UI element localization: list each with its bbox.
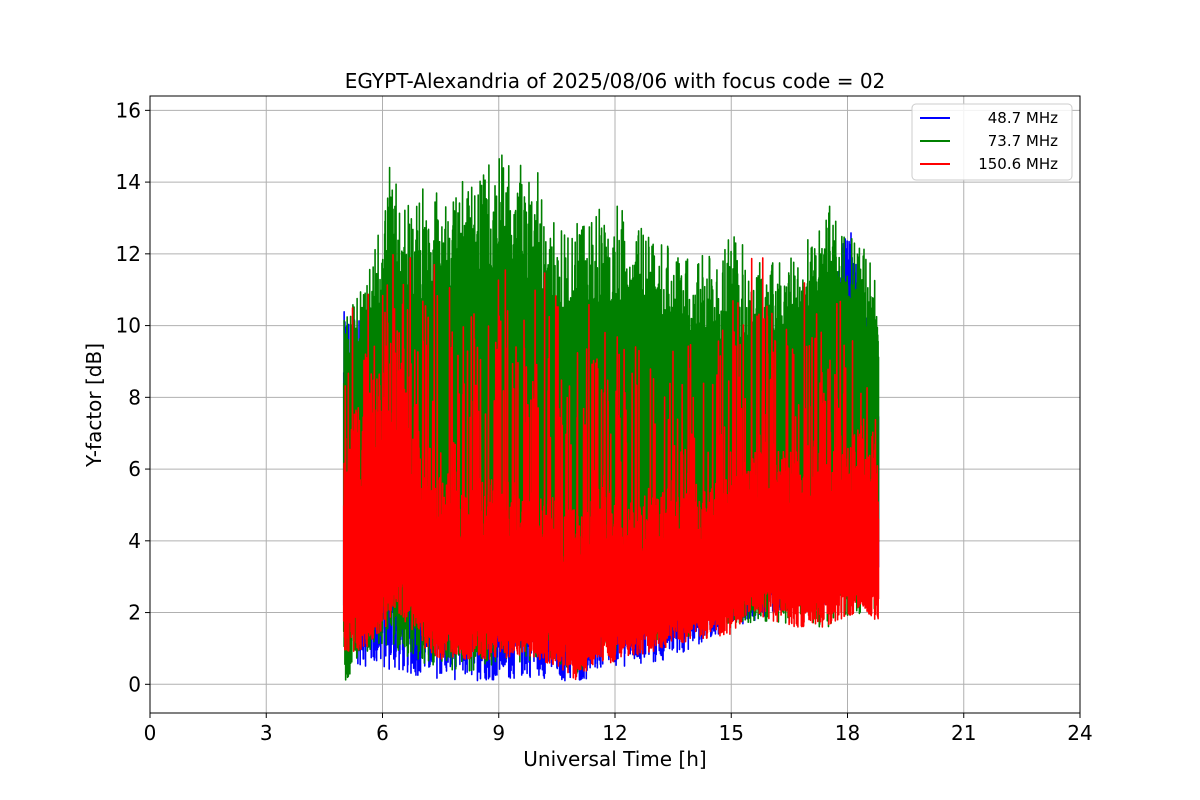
legend-label: 48.7 MHz xyxy=(988,109,1058,127)
legend: 48.7 MHz 73.7 MHz 150.6 MHz xyxy=(911,103,1073,181)
y-tick-label: 12 xyxy=(116,242,141,266)
chart-title: EGYPT-Alexandria of 2025/08/06 with focu… xyxy=(345,69,886,93)
x-tick-label: 15 xyxy=(719,721,744,745)
y-tick-label: 2 xyxy=(128,601,141,625)
x-tick-label: 9 xyxy=(492,721,505,745)
x-tick-label: 18 xyxy=(835,721,860,745)
x-tick-label: 0 xyxy=(144,721,157,745)
x-tick-label: 21 xyxy=(951,721,976,745)
legend-box xyxy=(911,103,1073,181)
legend-label: 150.6 MHz xyxy=(978,155,1058,173)
series-layer xyxy=(342,154,880,682)
y-tick-label: 16 xyxy=(116,98,141,122)
y-tick-label: 14 xyxy=(116,170,141,194)
y-tick-label: 4 xyxy=(128,529,141,553)
legend-label: 73.7 MHz xyxy=(988,132,1058,150)
y-tick-label: 10 xyxy=(116,314,141,338)
series-line xyxy=(342,253,880,681)
y-tick-label: 6 xyxy=(128,457,141,481)
series-2-trace xyxy=(342,253,880,681)
y-axis-title: Y-factor [dB] xyxy=(82,343,106,468)
y-tick-label: 0 xyxy=(128,672,141,696)
x-tick-label: 12 xyxy=(602,721,627,745)
x-tick-label: 24 xyxy=(1067,721,1092,745)
x-axis-title: Universal Time [h] xyxy=(523,747,706,771)
y-tick-label: 8 xyxy=(128,385,141,409)
x-tick-label: 6 xyxy=(376,721,389,745)
x-tick-label: 3 xyxy=(260,721,273,745)
